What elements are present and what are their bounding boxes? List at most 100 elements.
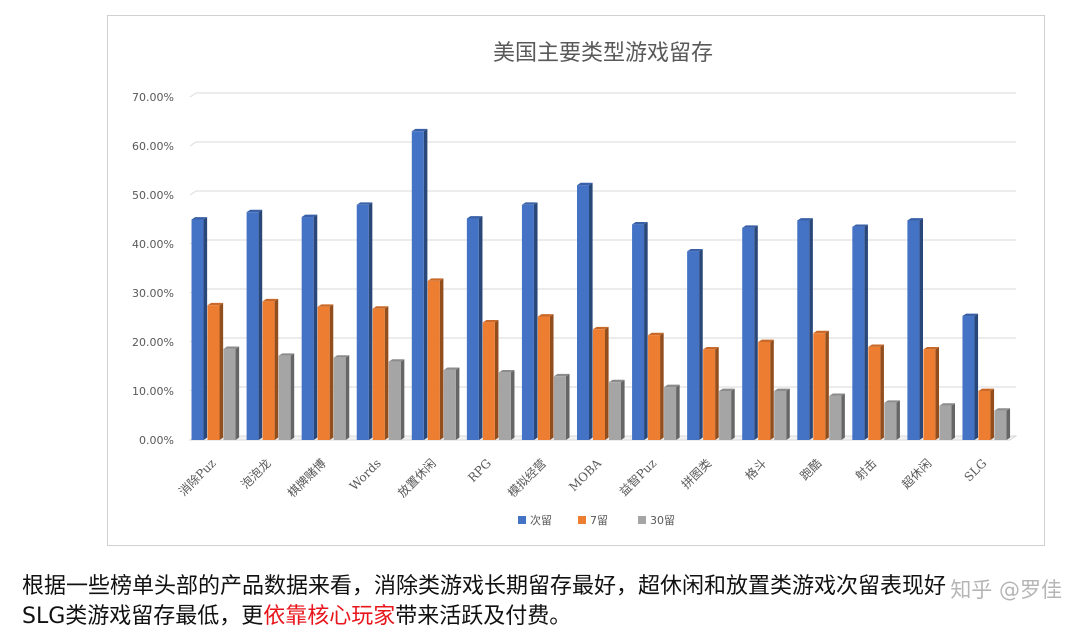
chart-frame: 美国主要类型游戏留存 0.00% 10.00% 20.00% 30.00% 40.00% 5… <box>107 15 1045 546</box>
bar <box>317 306 330 440</box>
bar-top <box>498 369 515 373</box>
bar-side <box>676 384 680 440</box>
bar <box>719 391 732 440</box>
x-tick-label: 超休闲 <box>898 456 934 492</box>
x-tick-label: 模拟经营 <box>505 456 549 500</box>
bar <box>907 220 920 440</box>
bar <box>262 301 275 440</box>
x-tick-label: 射击 <box>852 456 880 484</box>
bar <box>577 185 589 440</box>
bar-top <box>884 400 900 403</box>
bar <box>443 369 456 440</box>
bar-side <box>699 248 703 440</box>
x-tick-label: 消除Puz <box>175 456 218 499</box>
bar-top <box>852 224 868 227</box>
bar-side <box>368 202 373 440</box>
gridline-side <box>189 141 197 147</box>
bar-side <box>990 388 995 440</box>
bar-top <box>923 346 939 350</box>
bar <box>498 372 511 440</box>
bar-side <box>880 344 884 440</box>
bar-top <box>427 278 444 281</box>
bar-top <box>593 326 609 330</box>
y-tick-label: 50.00% <box>132 189 174 202</box>
bar <box>868 346 881 440</box>
bar-top <box>719 388 735 391</box>
bar <box>466 218 479 440</box>
bar <box>852 226 865 440</box>
bar-top <box>482 320 499 323</box>
gridline-side <box>189 92 197 98</box>
bar <box>537 316 550 440</box>
bar <box>632 224 645 440</box>
bar-top <box>994 408 1011 411</box>
legend-label: 7留 <box>590 514 608 527</box>
bar-side <box>345 355 350 440</box>
bar-side <box>919 218 923 440</box>
legend-swatch <box>578 516 586 524</box>
bar-top <box>317 304 334 307</box>
bar-side <box>455 367 460 440</box>
bar <box>207 305 220 440</box>
bar <box>521 204 534 440</box>
y-tick-label: 20.00% <box>132 336 174 349</box>
retention-bar-chart: 美国主要类型游戏留存 0.00% 10.00% 20.00% 30.00% 40.00% 5… <box>132 41 1018 527</box>
x-tick-label: 棋牌赌博 <box>284 456 329 501</box>
bar <box>758 342 771 440</box>
bar <box>994 410 1007 440</box>
legend-swatch <box>638 516 646 524</box>
bar-top <box>278 353 295 356</box>
bar <box>388 361 401 440</box>
bar <box>962 316 975 440</box>
bar-top <box>648 332 664 336</box>
bar <box>687 251 700 440</box>
bar-top <box>703 346 719 350</box>
bar <box>774 391 787 440</box>
bar-side <box>510 369 515 440</box>
bar-side <box>825 330 829 440</box>
bar-top <box>978 388 995 391</box>
bar-top <box>758 339 774 342</box>
bar <box>939 405 952 440</box>
bar-side <box>235 346 240 440</box>
bar-side <box>329 304 334 440</box>
x-tick-label: 放置休闲 <box>394 456 439 501</box>
bar <box>278 355 291 440</box>
bar <box>978 391 991 440</box>
y-tick-label: 30.00% <box>132 287 174 300</box>
bar-top <box>333 355 350 358</box>
bar-side <box>935 346 939 440</box>
bar-side <box>841 393 845 440</box>
bar <box>333 357 346 440</box>
bar <box>372 308 385 440</box>
bar-top <box>521 202 538 205</box>
bar <box>703 349 716 440</box>
bar-side <box>439 278 444 440</box>
bar <box>742 227 755 440</box>
bar-side <box>644 222 648 440</box>
bar-side <box>809 218 813 440</box>
bar-side <box>384 306 389 440</box>
bar-top <box>774 388 790 391</box>
bar-top <box>207 302 224 306</box>
bar-top <box>632 222 648 225</box>
bar-side <box>1006 408 1011 440</box>
bar-top <box>907 218 923 221</box>
y-tick-label: 60.00% <box>132 140 174 153</box>
x-tick-label: 格斗 <box>742 456 770 484</box>
bar <box>797 220 810 440</box>
caption-line-2-end: 带来活跃及付费。 <box>395 604 572 629</box>
bar-top <box>246 209 263 213</box>
gridline-side <box>189 190 197 196</box>
bar <box>553 376 566 440</box>
y-tick-label: 40.00% <box>132 238 174 251</box>
bar-top <box>356 202 373 205</box>
bar-top <box>664 384 680 388</box>
bar-side <box>715 346 719 440</box>
bar-side <box>400 359 405 440</box>
caption: 根据一些榜单头部的产品数据来看，消除类游戏长期留存最好，超休闲和放置类游戏次留表… <box>22 572 1078 632</box>
bar-side <box>533 202 538 440</box>
bar <box>609 382 621 440</box>
bar <box>427 280 440 440</box>
bar-top <box>868 344 884 347</box>
